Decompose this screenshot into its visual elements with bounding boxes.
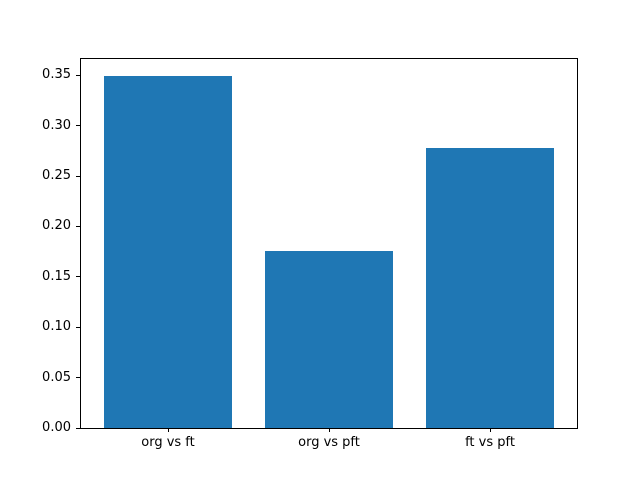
x-tick-label: ft vs pft [465,435,515,450]
bar-org-vs-pft [264,250,394,428]
y-tick-mark [76,175,80,177]
x-tick-mark [167,428,169,432]
y-tick-label: 0.15 [42,268,71,284]
y-tick-mark [76,125,80,127]
y-tick-label: 0.10 [42,319,71,335]
y-tick-label: 0.25 [42,168,71,183]
y-tick-mark [76,225,80,227]
y-tick-label: 0.30 [42,117,71,133]
y-tick-mark [76,276,80,278]
y-tick-mark [76,377,80,379]
x-tick-label: org vs ft [141,435,195,450]
bar-org-vs-ft [103,76,233,428]
plot-area: 0.00 0.05 0.10 0.15 0.20 0.25 0.30 0.35 org vs f… [42,58,578,450]
x-tick-label: org vs pft [298,435,360,450]
y-tick-label: 0.00 [42,420,71,435]
y-tick-label: 0.05 [42,369,71,385]
y-tick-label: 0.35 [42,67,71,83]
y-tick-mark [76,74,80,76]
y-tick-mark [76,427,80,429]
y-tick-label: 0.20 [42,218,71,234]
y-tick-mark [76,326,80,328]
bar-ft-vs-pft [425,147,555,428]
x-tick-mark [328,428,330,432]
x-tick-mark [489,428,491,432]
